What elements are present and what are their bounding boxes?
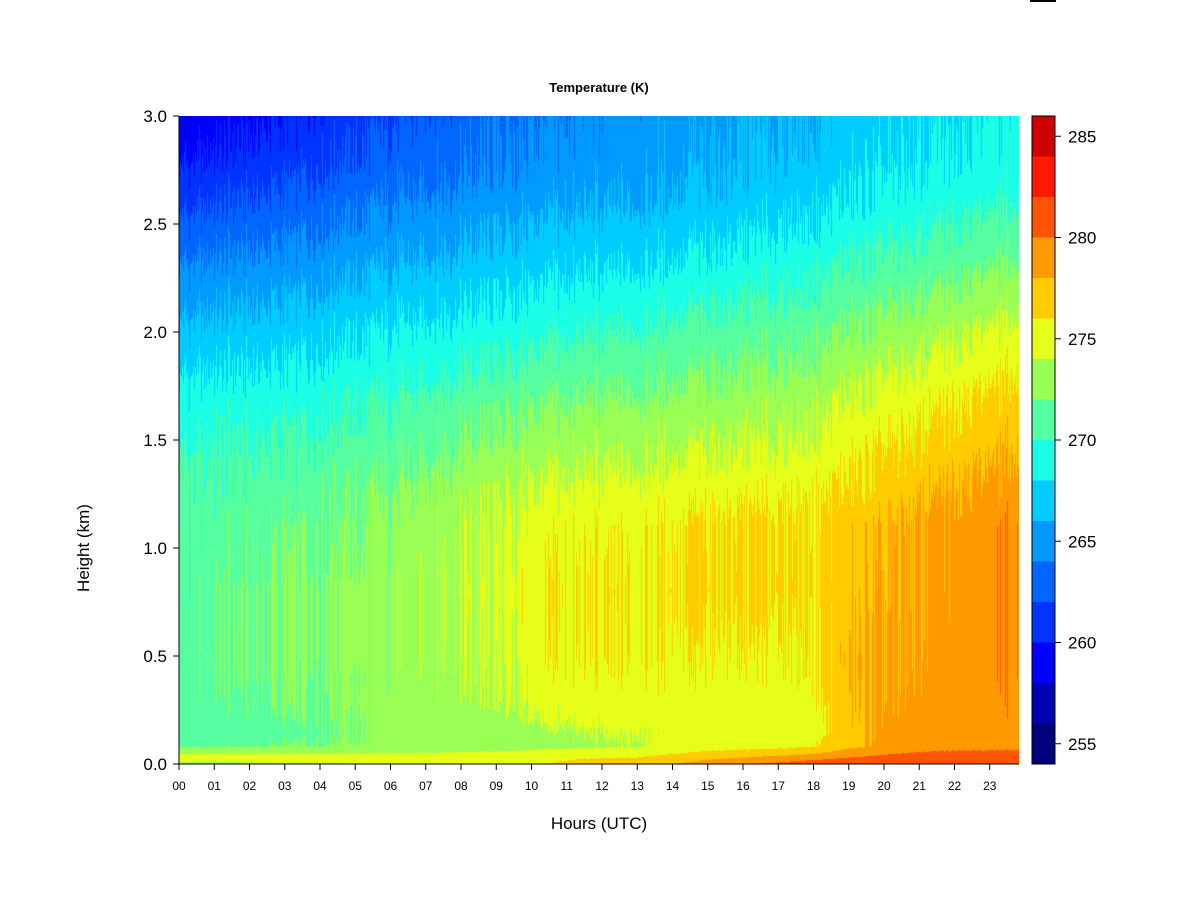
colorbar-swatch xyxy=(1032,561,1055,602)
x-tick-label: 10 xyxy=(525,779,539,793)
colorbar-swatch xyxy=(1032,602,1055,643)
x-tick-label: 19 xyxy=(842,779,856,793)
colorbar-swatch xyxy=(1032,116,1055,157)
y-tick-label: 2.5 xyxy=(143,215,167,234)
colorbar-tick-label: 275 xyxy=(1068,330,1096,349)
colorbar-swatch xyxy=(1032,480,1055,521)
y-axis-label: Height (km) xyxy=(74,504,93,592)
x-tick-label: 22 xyxy=(948,779,962,793)
x-axis-label: Hours (UTC) xyxy=(551,814,647,833)
heatmap-field xyxy=(179,116,1019,764)
colorbar-tick-label: 280 xyxy=(1068,229,1096,248)
y-tick-label: 2.0 xyxy=(143,323,167,342)
heatmap-plot-area xyxy=(179,116,1019,764)
colorbar-swatch xyxy=(1032,278,1055,319)
corner-mark xyxy=(1030,0,1056,2)
x-tick-label: 13 xyxy=(631,779,645,793)
colorbar-swatch xyxy=(1032,359,1055,400)
x-tick-label: 21 xyxy=(913,779,927,793)
colorbar-swatch xyxy=(1032,318,1055,359)
chart-title: Temperature (K) xyxy=(549,80,648,95)
y-tick-label: 3.0 xyxy=(143,107,167,126)
x-tick-label: 20 xyxy=(877,779,891,793)
x-tick-label: 07 xyxy=(419,779,433,793)
y-tick-label: 1.5 xyxy=(143,431,167,450)
colorbar-tick-label: 270 xyxy=(1068,431,1096,450)
x-tick-label: 02 xyxy=(243,779,257,793)
x-tick-label: 06 xyxy=(384,779,398,793)
x-tick-label: 17 xyxy=(772,779,786,793)
colorbar-tick-label: 285 xyxy=(1068,127,1096,146)
x-tick-label: 11 xyxy=(561,779,574,793)
colorbar-swatch xyxy=(1032,197,1055,238)
x-tick-label: 23 xyxy=(983,779,997,793)
x-axis: 00 01 02 03 04 05 06 07 08 09 10 11 12 13 14 15 16 17 18 19… xyxy=(172,763,1019,793)
colorbar-tick-label: 255 xyxy=(1068,735,1096,754)
x-tick-label: 04 xyxy=(313,779,327,793)
colorbar-tick-label: 260 xyxy=(1068,634,1096,653)
colorbar-swatch xyxy=(1032,440,1055,481)
x-tick-label: 00 xyxy=(172,779,186,793)
colorbar-swatch xyxy=(1032,156,1055,197)
x-tick-label: 09 xyxy=(490,779,504,793)
x-tick-label: 16 xyxy=(736,779,750,793)
colorbar-swatch xyxy=(1032,723,1055,764)
colorbar-swatch xyxy=(1032,521,1055,562)
x-tick-label: 03 xyxy=(278,779,292,793)
y-tick-label: 1.0 xyxy=(143,539,167,558)
colorbar-swatch xyxy=(1032,642,1055,683)
x-tick-label: 14 xyxy=(666,779,680,793)
x-tick-label: 12 xyxy=(595,779,609,793)
x-tick-label: 05 xyxy=(349,779,363,793)
colorbar-legend xyxy=(1031,115,1056,765)
colorbar-tick-label: 265 xyxy=(1068,532,1096,551)
x-tick-label: 01 xyxy=(208,779,222,793)
colorbar-swatch xyxy=(1032,683,1055,724)
y-tick-label: 0.0 xyxy=(143,755,167,774)
y-tick-label: 0.5 xyxy=(143,647,167,666)
colorbar-swatch xyxy=(1032,399,1055,440)
y-axis: 0.0 0.5 1.0 1.5 2.0 2.5 3.0 xyxy=(143,107,180,774)
colorbar-swatch xyxy=(1032,237,1055,278)
x-tick-label: 18 xyxy=(807,779,821,793)
colorbar-axis: 255 260 265 270 275 280 285 xyxy=(1055,127,1096,754)
x-tick-label: 15 xyxy=(701,779,715,793)
x-tick-label: 08 xyxy=(454,779,468,793)
